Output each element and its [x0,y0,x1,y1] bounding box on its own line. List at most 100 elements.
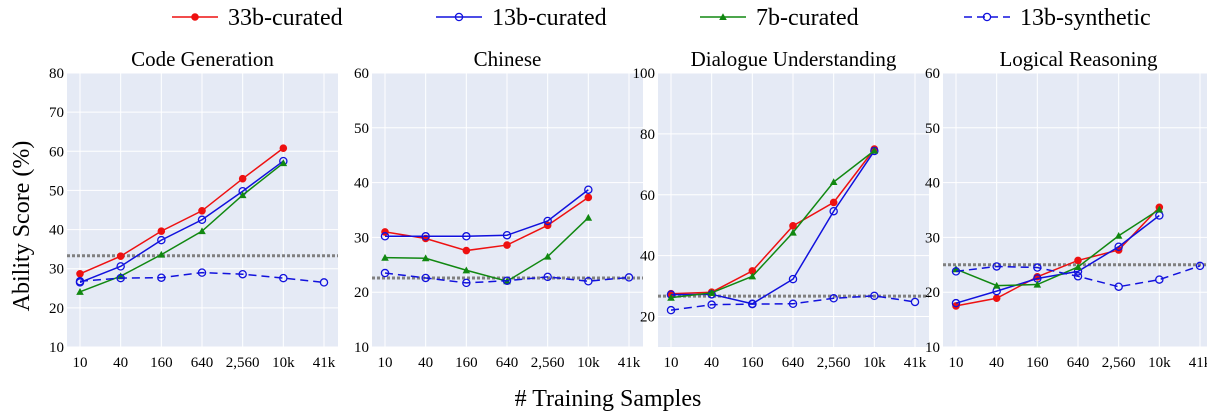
data-point [198,227,206,235]
data-point [380,268,390,278]
series-13b-synthetic [75,268,329,287]
data-point [748,272,757,280]
panel-title: Dialogue Understanding [691,47,897,71]
data-point [624,273,634,282]
legend-item-7b-curated: 7b-curated [700,5,859,31]
legend-marker [719,13,727,21]
series-7b-curated [381,213,593,285]
data-point [503,241,511,249]
data-point [584,193,593,202]
data-point [319,278,329,287]
data-point [1074,256,1082,265]
legend: 33b-curated 13b-curated 7b-curated 13b-synt… [172,5,1151,31]
legend-label: 7b-curated [756,5,859,31]
data-point [829,178,838,186]
x-tick-label: 10 [949,355,964,371]
y-axis-label: Ability Score (%) [9,141,35,312]
panel-title: Logical Reasoning [999,47,1158,71]
data-point [1033,263,1042,272]
x-tick-label: 640 [782,355,805,371]
x-tick-label: 2,560 [1102,355,1136,371]
data-point [667,293,675,301]
data-point [381,253,389,261]
y-tick-label: 10 [925,340,940,356]
legend-label: 13b-synthetic [1020,5,1151,31]
x-tick-label: 41k [904,355,927,371]
y-tick-label: 20 [640,310,655,326]
data-point [198,206,206,215]
legend-marker [191,13,199,21]
data-point [951,267,961,276]
y-tick-label: 60 [925,66,940,82]
data-point [1074,263,1082,271]
series-7b-curated [952,205,1164,289]
series-line [955,208,1160,287]
data-point [462,246,471,255]
x-tick-label: 10 [73,355,88,371]
data-point [197,268,207,277]
y-tick-label: 30 [49,262,64,278]
data-point [157,227,166,235]
series-line [79,160,284,284]
data-point [584,213,593,221]
data-point [789,228,797,236]
x-tick-label: 10k [272,355,295,371]
panel-logical-reasoning: Logical Reasoning 10 20 30 40 50 60 10 40 160 640 2… [925,47,1207,371]
data-point [238,174,247,183]
x-tick-label: 40 [704,355,719,371]
y-tick-label: 80 [640,127,655,143]
series-line [384,217,589,283]
y-tick-label: 50 [925,121,940,137]
x-tick-label: 40 [113,355,128,371]
y-tick-label: 60 [640,188,655,204]
x-tick-label: 640 [1067,355,1090,371]
x-tick-label: 41k [313,355,336,371]
y-tick-label: 30 [925,230,940,246]
series-line [79,271,325,284]
data-point [1114,282,1123,291]
data-point [829,206,838,216]
data-point [462,266,471,274]
x-tick-label: 160 [150,355,173,371]
data-point [238,269,247,279]
data-point [748,299,757,309]
data-point [543,252,552,260]
y-tick-label: 10 [354,340,369,356]
y-tick-label: 20 [925,285,940,301]
data-point [421,254,430,262]
panel-code-generation: Code Generation 10 20 30 40 50 60 70 80 10 40 160 64… [49,47,338,371]
data-point [421,232,430,241]
legend-label: 33b-curated [228,5,343,31]
data-point [829,294,838,303]
data-point [116,273,125,283]
legend-item-33b-curated: 33b-curated [172,5,343,31]
x-tick-label: 640 [191,355,214,371]
data-point [870,146,879,154]
data-point [910,297,920,307]
data-point [707,300,716,309]
data-point [421,273,430,283]
data-point [502,276,512,285]
data-point [279,144,288,152]
data-point [543,272,552,282]
legend-label: 13b-curated [492,5,607,31]
x-tick-label: 41k [618,355,641,371]
series-13b-synthetic [380,268,634,288]
data-point [279,273,288,283]
data-point [157,235,166,245]
series-line [384,272,630,284]
y-tick-label: 40 [354,176,369,192]
series-line [955,214,1160,304]
y-tick-label: 40 [640,249,655,265]
legend-item-13b-synthetic: 13b-synthetic [964,5,1151,31]
data-point [951,298,961,308]
chart-panels: Code Generation 10 20 30 40 50 60 70 80 10 40 160 64… [49,47,1207,371]
data-point [992,281,1001,289]
data-point [707,289,716,296]
series-line [79,147,284,275]
series-line [385,189,589,238]
x-tick-label: 2,560 [817,355,851,371]
data-point [462,232,471,241]
y-tick-label: 50 [354,121,369,137]
y-tick-label: 60 [49,144,64,160]
